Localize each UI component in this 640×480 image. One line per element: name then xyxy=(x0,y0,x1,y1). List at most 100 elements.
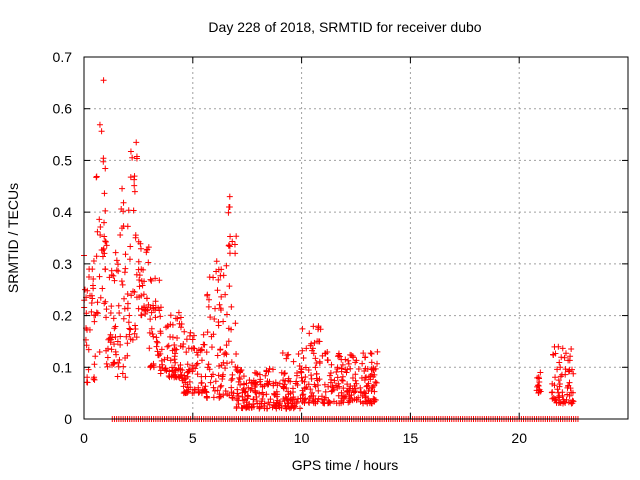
data-point xyxy=(566,357,573,364)
data-point xyxy=(301,400,308,407)
data-point xyxy=(344,381,351,388)
data-point xyxy=(555,377,562,384)
data-point xyxy=(278,404,285,411)
data-point xyxy=(329,383,336,390)
data-point xyxy=(126,325,133,332)
data-point xyxy=(205,361,212,368)
data-point xyxy=(111,277,118,284)
data-point xyxy=(177,324,184,331)
data-point xyxy=(370,382,377,389)
data-point xyxy=(347,365,354,372)
data-point xyxy=(236,376,243,383)
data-point xyxy=(94,310,101,317)
data-point xyxy=(203,394,210,401)
data-point xyxy=(338,368,345,375)
data-point xyxy=(234,386,241,393)
data-point xyxy=(330,386,337,393)
data-point xyxy=(114,373,121,380)
data-point xyxy=(124,300,131,307)
data-point xyxy=(335,380,342,387)
data-point xyxy=(326,399,333,406)
data-point xyxy=(321,396,328,403)
data-point xyxy=(137,240,144,247)
data-point xyxy=(136,276,143,283)
data-point xyxy=(115,360,122,367)
data-point xyxy=(220,318,227,325)
data-point xyxy=(352,385,359,392)
data-point xyxy=(370,373,377,380)
data-point xyxy=(131,176,138,183)
data-point xyxy=(150,360,157,367)
data-point xyxy=(108,271,115,278)
data-point xyxy=(562,366,569,373)
y-tick-label: 0.2 xyxy=(53,308,73,324)
data-point xyxy=(315,323,322,330)
data-point xyxy=(349,374,356,381)
data-point xyxy=(228,377,235,384)
data-point xyxy=(211,315,218,322)
data-point xyxy=(101,250,108,257)
grid-lines xyxy=(84,57,628,419)
data-point xyxy=(150,333,157,340)
data-point xyxy=(240,373,247,380)
data-point xyxy=(97,294,104,301)
data-point xyxy=(561,354,568,361)
data-point xyxy=(565,399,572,406)
data-point xyxy=(537,369,544,376)
data-point xyxy=(256,371,263,378)
data-point xyxy=(127,148,134,155)
data-point xyxy=(226,250,233,257)
data-point xyxy=(327,369,334,376)
data-point xyxy=(335,352,342,359)
data-point xyxy=(374,360,381,367)
data-point xyxy=(212,305,219,312)
data-point xyxy=(360,400,367,407)
y-tick-label: 0.5 xyxy=(53,152,73,168)
data-point xyxy=(223,262,230,269)
data-point xyxy=(115,302,122,309)
data-point xyxy=(298,374,305,381)
data-point xyxy=(557,364,564,371)
data-point xyxy=(222,365,229,372)
data-point xyxy=(133,139,140,146)
data-point xyxy=(267,396,274,403)
data-point xyxy=(210,384,217,391)
data-point xyxy=(247,387,254,394)
data-point xyxy=(185,366,192,373)
data-point xyxy=(91,376,98,383)
data-point xyxy=(311,339,318,346)
data-point xyxy=(311,381,318,388)
data-point xyxy=(285,351,292,358)
data-point xyxy=(558,371,565,378)
data-point xyxy=(218,362,225,369)
data-point xyxy=(359,360,366,367)
data-point xyxy=(106,335,113,342)
data-point xyxy=(119,281,126,288)
data-point xyxy=(116,310,123,317)
data-point xyxy=(138,312,145,319)
data-point xyxy=(217,383,224,390)
data-point xyxy=(181,328,188,335)
data-point xyxy=(226,193,233,200)
data-point xyxy=(149,331,156,338)
data-point xyxy=(175,365,182,372)
data-point xyxy=(549,380,556,387)
data-point xyxy=(114,338,121,345)
data-point xyxy=(235,397,242,404)
data-point xyxy=(212,378,219,385)
data-point xyxy=(297,368,304,375)
data-point xyxy=(167,357,174,364)
data-point xyxy=(352,371,359,378)
data-point xyxy=(282,378,289,385)
data-point xyxy=(284,352,291,359)
data-point xyxy=(256,390,263,397)
data-point xyxy=(123,333,130,340)
data-point xyxy=(265,368,272,375)
data-point xyxy=(346,398,353,405)
data-point xyxy=(362,390,369,397)
data-point xyxy=(183,349,190,356)
data-point xyxy=(218,382,225,389)
data-point xyxy=(176,320,183,327)
data-point xyxy=(244,403,251,410)
data-point xyxy=(360,350,367,357)
